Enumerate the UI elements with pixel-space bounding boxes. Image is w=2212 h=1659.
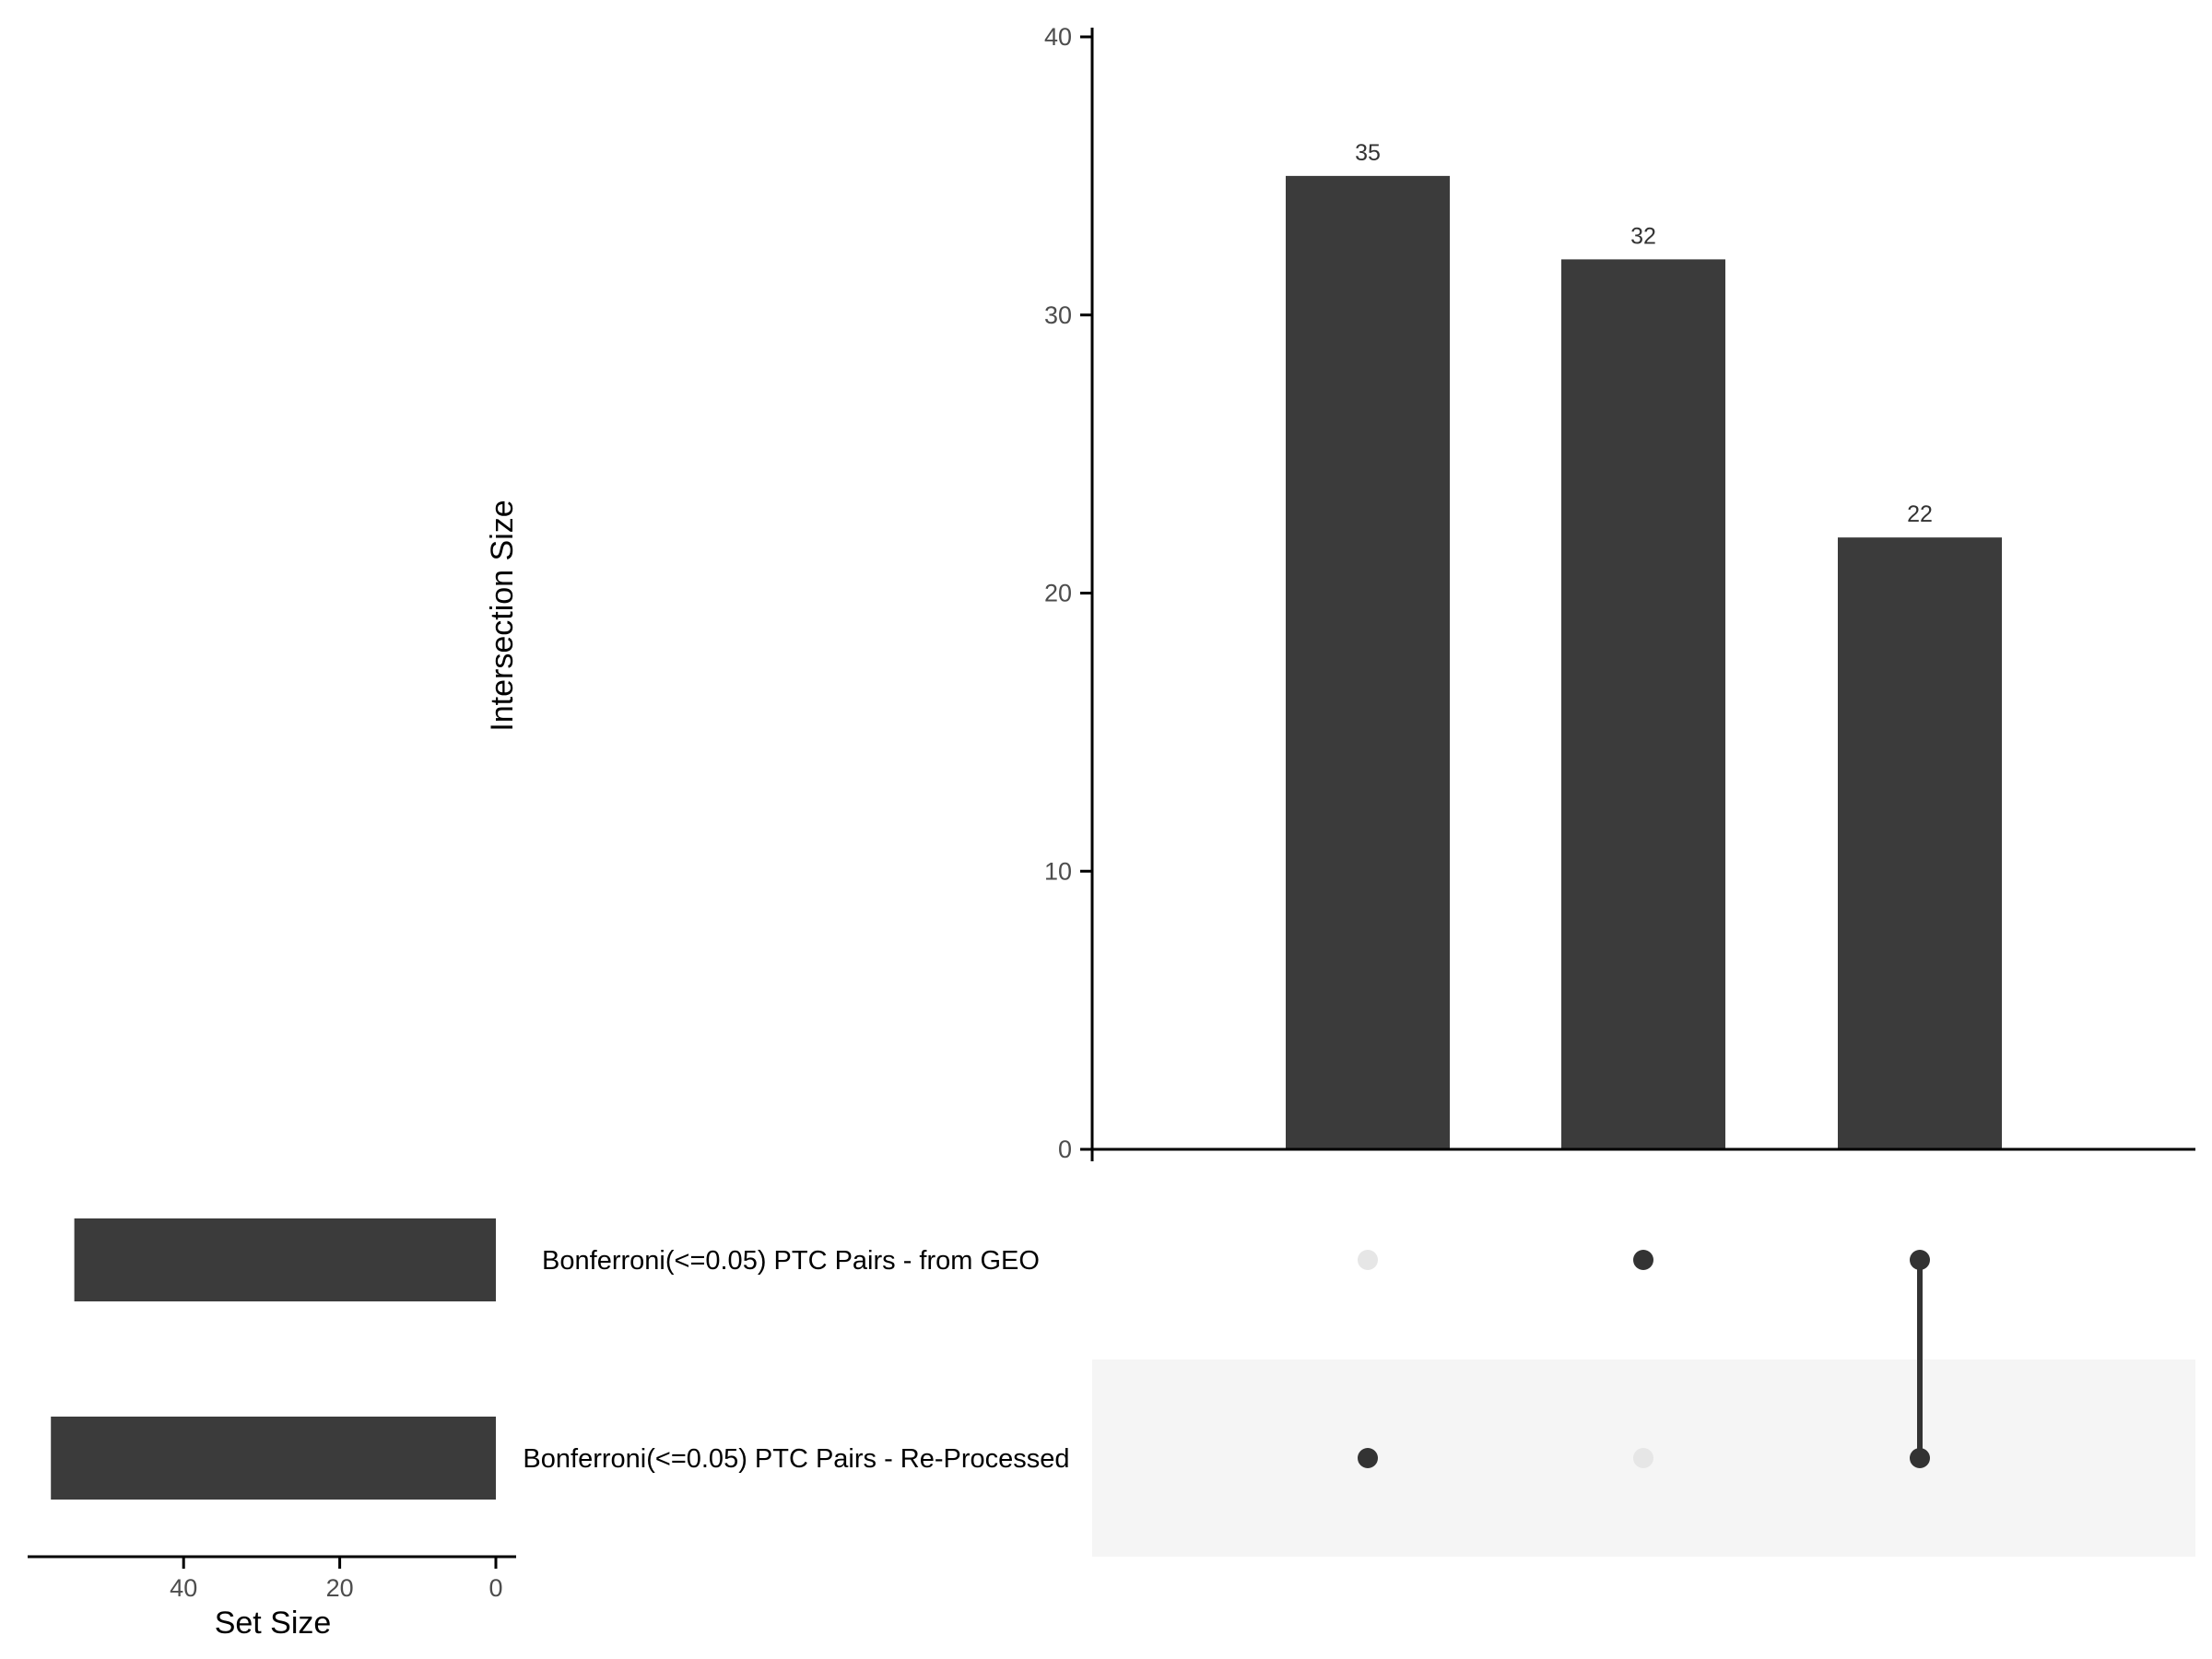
y-tick-label: 20 (1044, 580, 1072, 607)
matrix-dot-active (1910, 1250, 1930, 1270)
set-size-bar (51, 1417, 497, 1500)
matrix-dot-active (1910, 1448, 1930, 1468)
set-label-from-geo: Bonferroni(<=0.05) PTC Pairs - from GEO (542, 1246, 1040, 1276)
y-tick-label: 30 (1044, 301, 1072, 329)
set-size-axis-ticks: 40 20 0 (170, 1557, 503, 1602)
intersection-bar-labels: 35 32 22 (1355, 140, 1933, 527)
intersection-bar (1838, 537, 2002, 1149)
intersection-matrix (1358, 1250, 1930, 1468)
intersection-bar-label: 22 (1907, 501, 1933, 527)
matrix-dot-active (1633, 1250, 1653, 1270)
intersection-bars (1286, 175, 2002, 1149)
set-label-re-processed: Bonferroni(<=0.05) PTC Pairs - Re-Proces… (523, 1444, 1069, 1474)
y-tick-label: 0 (1058, 1135, 1072, 1163)
matrix-dot-inactive (1633, 1448, 1653, 1468)
set-size-tick-label: 20 (326, 1574, 354, 1602)
set-size-tick-label: 40 (170, 1574, 197, 1602)
matrix-dot-active (1358, 1448, 1378, 1468)
intersection-bar (1286, 175, 1450, 1149)
set-size-bars (51, 1218, 497, 1500)
intersection-bar (1561, 259, 1725, 1149)
y-axis-ticks: 0 10 20 30 40 (1044, 23, 1092, 1163)
y-tick-label: 10 (1044, 857, 1072, 885)
set-size-axis-title: Set Size (215, 1606, 332, 1641)
y-axis-title: Intersection Size (485, 500, 520, 731)
set-size-tick-label: 0 (488, 1574, 502, 1602)
y-tick-label: 40 (1044, 23, 1072, 51)
matrix-dot-inactive (1358, 1250, 1378, 1270)
intersection-bar-label: 35 (1355, 140, 1381, 166)
intersection-bar-label: 32 (1630, 223, 1656, 249)
set-size-bar (74, 1218, 497, 1301)
